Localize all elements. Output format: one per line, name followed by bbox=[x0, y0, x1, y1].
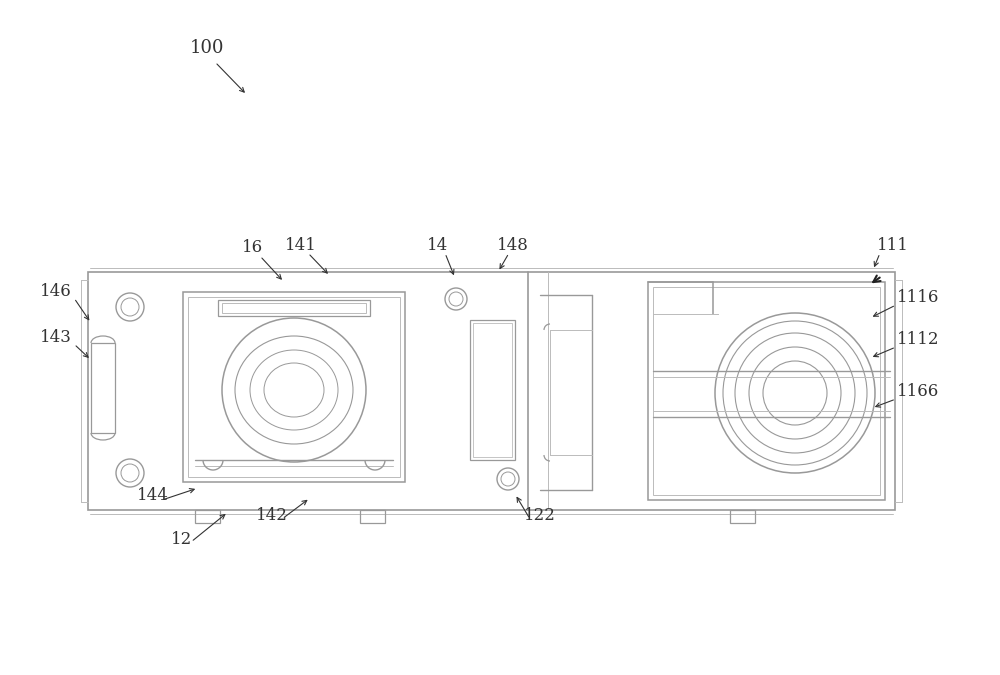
Bar bbox=[730, 510, 755, 523]
Text: 141: 141 bbox=[285, 236, 317, 254]
Bar bbox=[648, 282, 885, 500]
Text: 16: 16 bbox=[242, 240, 264, 256]
Text: 1116: 1116 bbox=[897, 290, 939, 306]
Bar bbox=[360, 510, 385, 523]
Bar bbox=[473, 323, 512, 457]
Text: 12: 12 bbox=[171, 531, 193, 549]
Text: 100: 100 bbox=[190, 39, 224, 57]
Text: 1166: 1166 bbox=[897, 383, 939, 400]
Text: 1112: 1112 bbox=[897, 331, 940, 348]
Bar bbox=[218, 300, 370, 316]
Text: 122: 122 bbox=[524, 508, 556, 524]
Bar bbox=[88, 272, 895, 510]
Text: 148: 148 bbox=[497, 236, 529, 254]
Bar bbox=[222, 303, 366, 313]
Bar bbox=[653, 287, 880, 495]
Bar bbox=[183, 292, 405, 482]
Bar bbox=[188, 297, 400, 477]
Text: 14: 14 bbox=[427, 236, 449, 254]
Bar bbox=[91, 343, 115, 433]
Text: 143: 143 bbox=[40, 329, 72, 346]
Bar bbox=[470, 320, 515, 460]
Text: 111: 111 bbox=[877, 236, 909, 254]
Text: 144: 144 bbox=[137, 487, 169, 504]
Text: 146: 146 bbox=[40, 284, 72, 300]
Bar bbox=[195, 510, 220, 523]
Text: 142: 142 bbox=[256, 508, 288, 524]
